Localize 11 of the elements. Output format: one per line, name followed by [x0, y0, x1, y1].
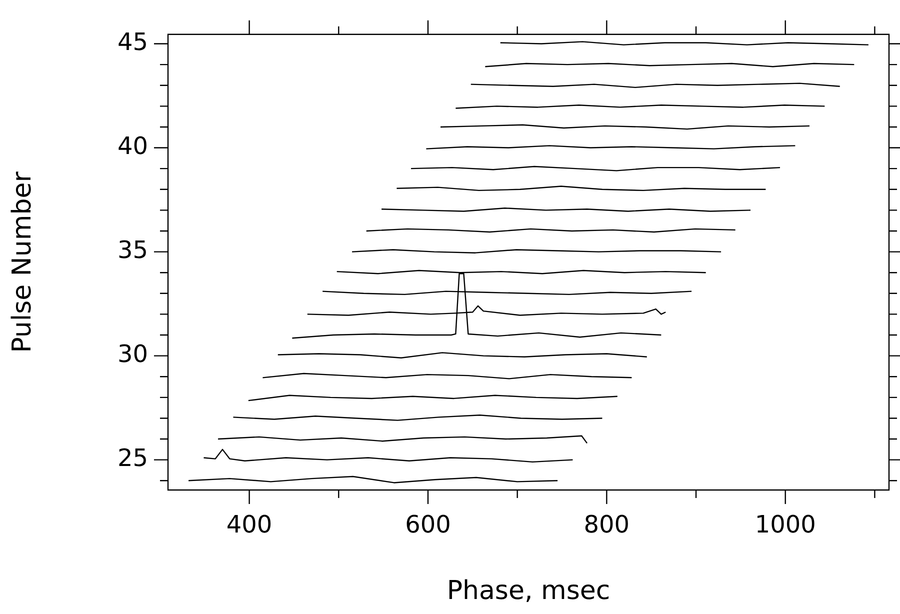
y-tick-label: 40: [117, 132, 148, 160]
y-tick-label: 45: [117, 28, 148, 56]
x-tick-label: 1000: [754, 510, 816, 539]
y-axis-title: Pulse Number: [7, 171, 38, 353]
x-tick-label: 600: [405, 510, 451, 539]
y-tick-label: 30: [117, 340, 148, 368]
y-tick-label: 25: [117, 444, 148, 472]
x-tick-label: 800: [584, 510, 630, 539]
x-axis-title: Phase, msec: [446, 576, 610, 606]
x-tick-label: 400: [226, 510, 272, 539]
y-tick-label: 35: [117, 236, 148, 264]
